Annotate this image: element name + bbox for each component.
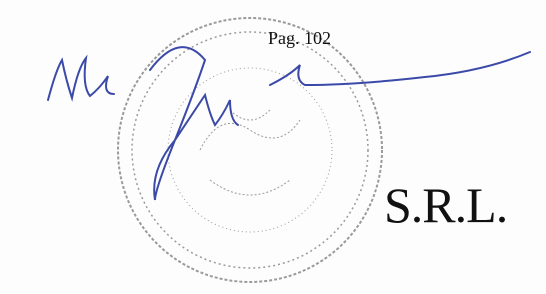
document-page: Pag. 102 S.R.L. bbox=[0, 0, 546, 294]
stamp bbox=[118, 18, 382, 282]
company-suffix: S.R.L. bbox=[384, 176, 507, 234]
page-number: Pag. 102 bbox=[268, 28, 331, 49]
